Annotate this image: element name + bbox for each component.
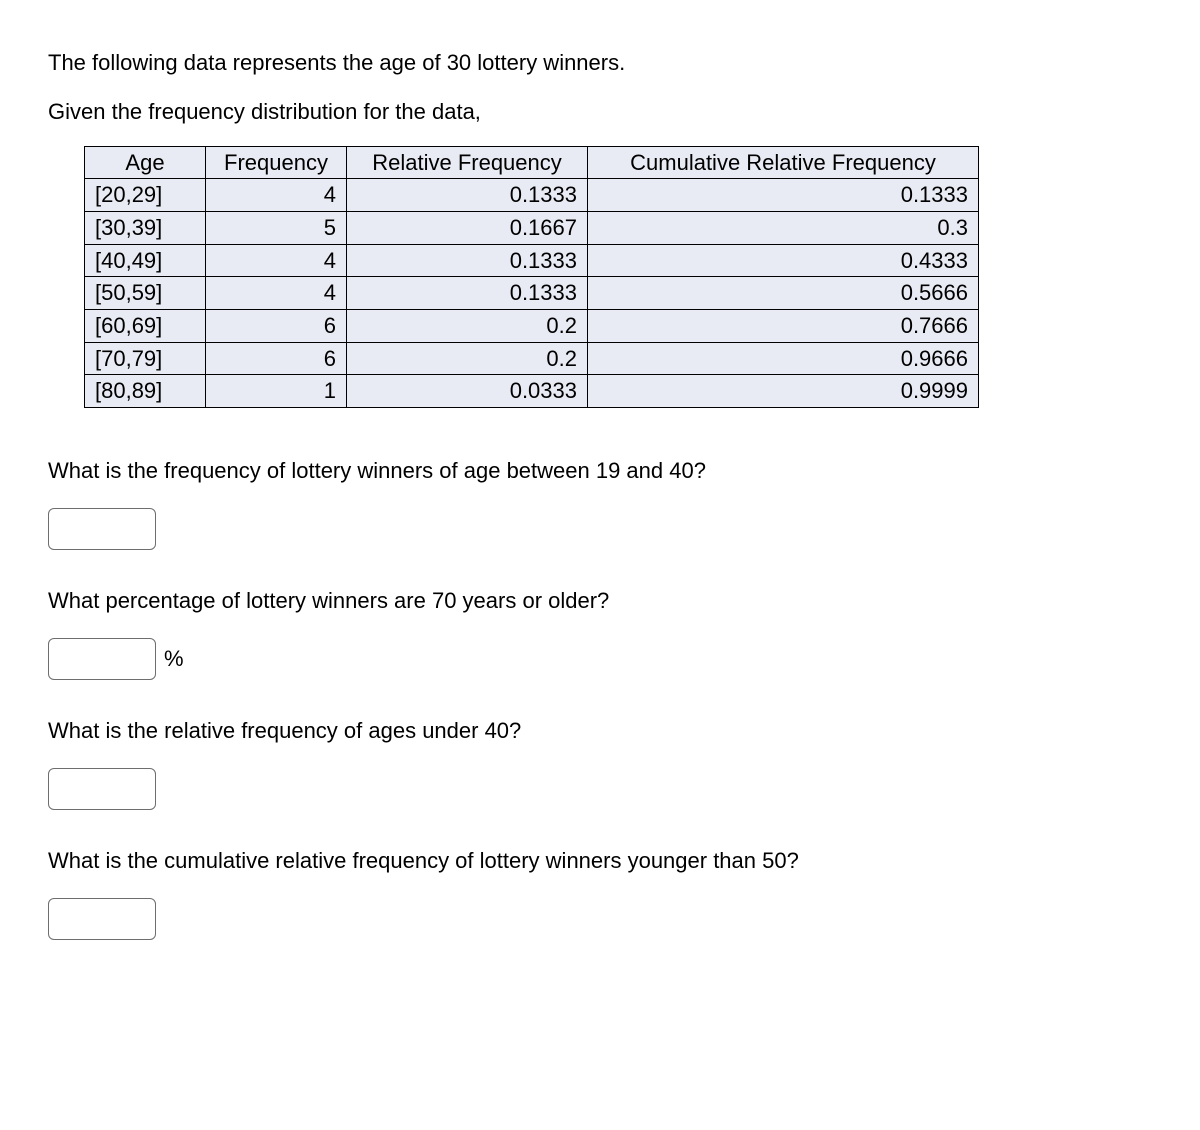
question-3-text: What is the relative frequency of ages u… <box>48 718 1152 744</box>
table-row: [80,89] 1 0.0333 0.9999 <box>85 375 979 408</box>
table-row: [70,79] 6 0.2 0.9666 <box>85 342 979 375</box>
col-header-cumulative-relative-frequency: Cumulative Relative Frequency <box>588 146 979 179</box>
question-2-input[interactable] <box>48 638 156 680</box>
col-header-relative-frequency: Relative Frequency <box>347 146 588 179</box>
cell-age: [70,79] <box>85 342 206 375</box>
question-1-text: What is the frequency of lottery winners… <box>48 458 1152 484</box>
cell-cumulative-relative-frequency: 0.9666 <box>588 342 979 375</box>
table-row: [30,39] 5 0.1667 0.3 <box>85 211 979 244</box>
table-row: [40,49] 4 0.1333 0.4333 <box>85 244 979 277</box>
cell-relative-frequency: 0.2 <box>347 310 588 343</box>
cell-age: [80,89] <box>85 375 206 408</box>
question-1-input[interactable] <box>48 508 156 550</box>
question-2-suffix: % <box>164 646 184 672</box>
cell-relative-frequency: 0.1333 <box>347 244 588 277</box>
cell-frequency: 4 <box>206 179 347 212</box>
cell-age: [20,29] <box>85 179 206 212</box>
table-row: [60,69] 6 0.2 0.7666 <box>85 310 979 343</box>
cell-cumulative-relative-frequency: 0.3 <box>588 211 979 244</box>
cell-relative-frequency: 0.1333 <box>347 179 588 212</box>
cell-relative-frequency: 0.0333 <box>347 375 588 408</box>
table-row: [50,59] 4 0.1333 0.5666 <box>85 277 979 310</box>
cell-age: [50,59] <box>85 277 206 310</box>
question-4-text: What is the cumulative relative frequenc… <box>48 848 1152 874</box>
cell-relative-frequency: 0.2 <box>347 342 588 375</box>
col-header-frequency: Frequency <box>206 146 347 179</box>
cell-frequency: 4 <box>206 277 347 310</box>
question-1: What is the frequency of lottery winners… <box>48 458 1152 550</box>
table-row: [20,29] 4 0.1333 0.1333 <box>85 179 979 212</box>
cell-frequency: 6 <box>206 310 347 343</box>
question-4-input[interactable] <box>48 898 156 940</box>
frequency-table: Age Frequency Relative Frequency Cumulat… <box>84 146 979 409</box>
question-3: What is the relative frequency of ages u… <box>48 718 1152 810</box>
cell-frequency: 1 <box>206 375 347 408</box>
question-2-text: What percentage of lottery winners are 7… <box>48 588 1152 614</box>
col-header-age: Age <box>85 146 206 179</box>
cell-frequency: 6 <box>206 342 347 375</box>
question-3-input[interactable] <box>48 768 156 810</box>
cell-relative-frequency: 0.1333 <box>347 277 588 310</box>
cell-relative-frequency: 0.1667 <box>347 211 588 244</box>
intro-line-1: The following data represents the age of… <box>48 48 1152 79</box>
question-2: What percentage of lottery winners are 7… <box>48 588 1152 680</box>
cell-age: [60,69] <box>85 310 206 343</box>
cell-cumulative-relative-frequency: 0.9999 <box>588 375 979 408</box>
cell-age: [30,39] <box>85 211 206 244</box>
intro-line-2: Given the frequency distribution for the… <box>48 97 1152 128</box>
cell-frequency: 5 <box>206 211 347 244</box>
cell-frequency: 4 <box>206 244 347 277</box>
table-header-row: Age Frequency Relative Frequency Cumulat… <box>85 146 979 179</box>
frequency-table-container: Age Frequency Relative Frequency Cumulat… <box>84 146 1152 409</box>
cell-cumulative-relative-frequency: 0.1333 <box>588 179 979 212</box>
cell-cumulative-relative-frequency: 0.7666 <box>588 310 979 343</box>
table-body: [20,29] 4 0.1333 0.1333 [30,39] 5 0.1667… <box>85 179 979 408</box>
cell-cumulative-relative-frequency: 0.4333 <box>588 244 979 277</box>
cell-cumulative-relative-frequency: 0.5666 <box>588 277 979 310</box>
cell-age: [40,49] <box>85 244 206 277</box>
question-4: What is the cumulative relative frequenc… <box>48 848 1152 940</box>
